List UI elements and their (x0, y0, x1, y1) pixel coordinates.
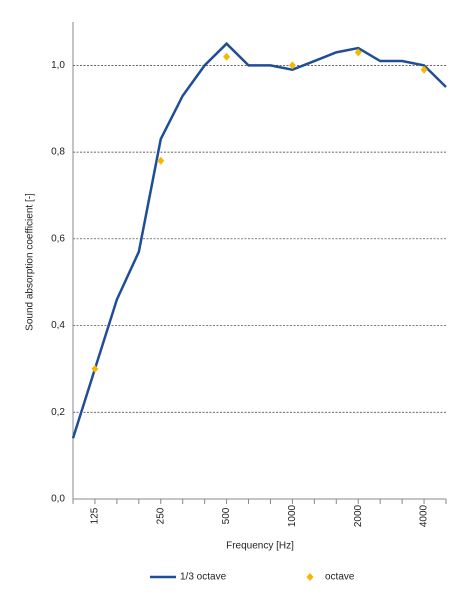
series-marker (420, 65, 428, 74)
y-tick-label: 0,4 (51, 320, 65, 331)
x-tick-label: 125 (90, 507, 101, 524)
series-marker (157, 156, 165, 165)
x-tick-label: 1000 (287, 504, 298, 527)
y-tick-label: 1,0 (51, 60, 65, 71)
legend-marker (306, 573, 314, 581)
series-marker (288, 61, 296, 70)
x-tick-label: 250 (155, 507, 166, 524)
y-tick-label: 0,2 (51, 407, 65, 418)
y-axis-title: Sound absorption coefficient [-] (25, 193, 36, 331)
series-marker (223, 52, 231, 61)
x-axis-title: Frequency [Hz] (226, 541, 294, 552)
y-tick-label: 0,0 (51, 494, 65, 505)
x-tick-label: 500 (221, 507, 232, 524)
x-tick-label: 4000 (419, 504, 430, 527)
legend-label: octave (325, 572, 355, 583)
y-tick-label: 0,6 (51, 233, 65, 244)
series-line (71, 41, 447, 439)
legend-label: 1/3 octave (180, 572, 227, 583)
x-tick-label: 2000 (353, 504, 364, 527)
y-tick-label: 0,8 (51, 147, 65, 158)
series-marker (91, 364, 99, 373)
series-marker (354, 48, 362, 57)
